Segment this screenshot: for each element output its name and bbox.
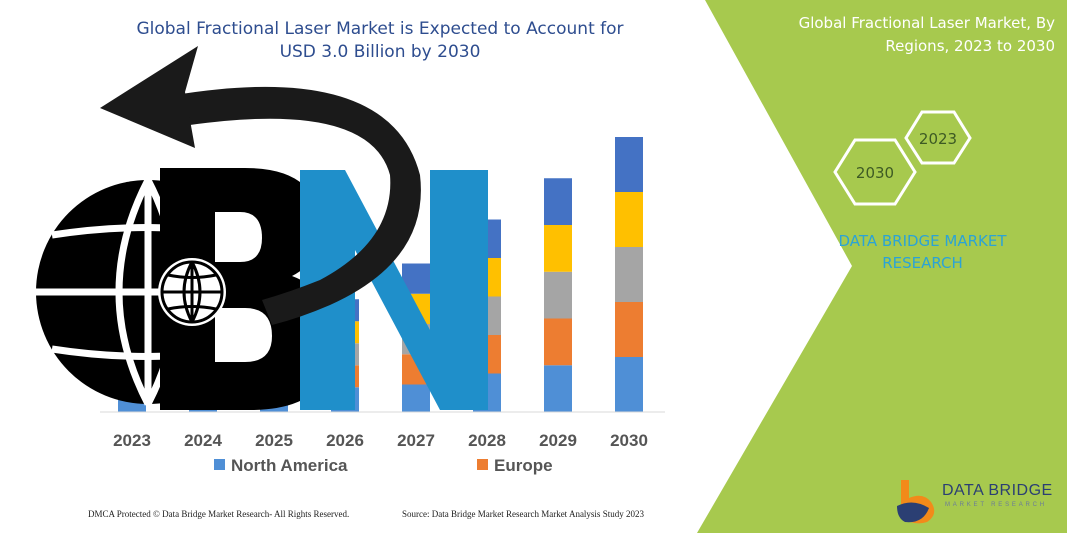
watermark-logo [36, 46, 488, 410]
x-tick-label-2028: 2028 [468, 431, 506, 450]
legend-swatch-0 [214, 459, 225, 470]
curved-arrow-icon [100, 46, 421, 325]
bar-segment-2027-0 [402, 384, 430, 412]
chart-title: Global Fractional Laser Market is Expect… [136, 19, 624, 62]
footer-source: Source: Data Bridge Market Research Mark… [402, 509, 644, 519]
bar-segment-2030-4 [615, 137, 643, 192]
brand-logo-subtitle: MARKET RESEARCH [945, 502, 1047, 508]
bar-segment-2030-0 [615, 357, 643, 412]
brand-text: DATA BRIDGE MARKET RESEARCH [838, 232, 1007, 272]
bar-segment-2029-4 [544, 178, 572, 225]
n-letter-icon [300, 170, 488, 410]
legend-label-1: Europe [494, 456, 553, 475]
bar-segment-2029-3 [544, 225, 572, 272]
footer-copyright: DMCA Protected © Data Bridge Market Rese… [88, 509, 350, 519]
x-tick-label-2026: 2026 [326, 431, 364, 450]
x-tick-label-2024: 2024 [184, 431, 222, 450]
legend: North America Europe [214, 456, 553, 475]
hexagon-2030-label: 2030 [856, 164, 894, 182]
x-tick-label-2029: 2029 [539, 431, 577, 450]
panel-title: Global Fractional Laser Market, By Regio… [798, 14, 1055, 55]
hexagon-2030 [833, 138, 917, 206]
x-tick-label-2025: 2025 [255, 431, 293, 450]
bar-segment-2029-0 [544, 365, 572, 412]
brand-logo-icon [897, 480, 935, 524]
hexagon-2023-label: 2023 [919, 130, 957, 148]
brand-logo-name: DATA BRIDGE [942, 482, 1053, 499]
legend-swatch-1 [477, 459, 488, 470]
bar-segment-2029-2 [544, 271, 572, 319]
x-tick-layer: 2023 2024 2025 2026 2027 2028 2029 2030 [113, 431, 648, 450]
bar-segment-2029-1 [544, 318, 572, 366]
x-tick-label-2027: 2027 [397, 431, 435, 450]
bar-segment-2030-3 [615, 192, 643, 247]
x-tick-label-2023: 2023 [113, 431, 151, 450]
bar-segment-2030-2 [615, 247, 643, 302]
x-tick-label-2030: 2030 [610, 431, 648, 450]
hexagon-2023 [904, 110, 972, 165]
bar-segment-2030-1 [615, 302, 643, 357]
b-letter-icon [158, 168, 335, 410]
legend-label-0: North America [231, 456, 348, 475]
